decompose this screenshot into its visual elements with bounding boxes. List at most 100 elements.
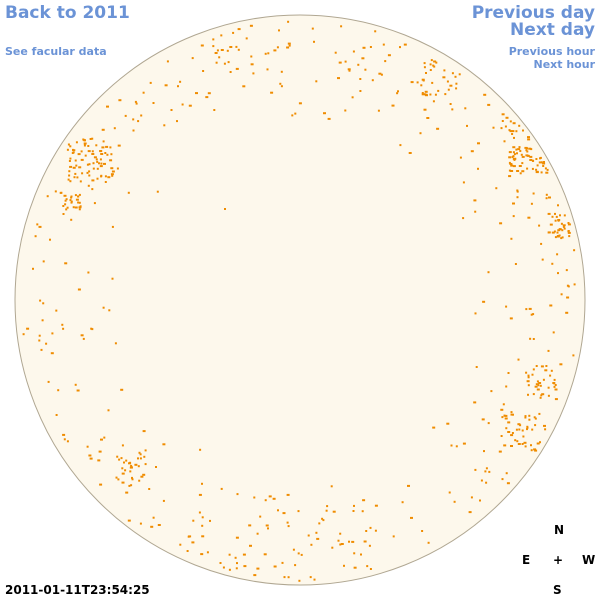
facula-dot [42,260,45,263]
facula-dot [549,304,553,307]
facula-dot [485,481,488,484]
facula-dot [513,153,516,156]
facula-dot [553,385,556,388]
facula-dot [473,199,477,202]
facula-dot [297,552,300,555]
facula-dot [96,160,99,163]
facula-dot [176,120,178,123]
facula-dot [533,448,537,451]
facula-dot [67,143,70,146]
facula-dot [560,222,563,225]
facula-dot [485,467,488,470]
facula-dot [79,180,82,183]
facula-dot [357,63,360,66]
facula-dot [522,129,524,132]
facula-dot [77,153,81,156]
facula-dot [89,138,92,140]
facula-dot [99,150,102,153]
facula-dot [540,365,544,368]
facula-dot [63,194,67,197]
facula-dot [74,172,77,175]
facula-dot [507,372,510,374]
facula-dot [508,129,511,132]
facula-dot [280,85,283,88]
facula-dot [387,54,391,57]
facula-dot [113,127,116,130]
facula-dot [382,43,385,46]
facula-dot [530,444,532,447]
facula-dot [268,495,272,498]
facula-dot [253,574,257,577]
facula-dot [280,70,283,73]
facula-dot [249,544,252,547]
facula-dot [426,117,430,119]
facula-dot [86,163,89,166]
facula-dot [152,516,155,519]
facula-dot [344,60,347,63]
facula-dot [562,224,566,227]
previous-day-link[interactable]: Previous day [471,3,595,23]
facula-dot [91,188,94,191]
facula-dot [26,327,30,330]
facula-dot [534,449,538,452]
facula-dot [516,440,519,443]
facula-dot [542,378,545,381]
facula-dot [455,82,458,85]
facula-dot [490,390,493,393]
facula-dot [554,384,557,386]
facula-dot [462,217,465,220]
facula-dot [518,165,522,167]
facula-dot [369,46,372,48]
facula-dot [65,208,68,211]
facula-dot [95,144,98,147]
next-hour-link[interactable]: Next hour [533,58,596,71]
facula-dot [310,543,313,546]
facula-dot [121,444,124,447]
facula-dot [437,89,440,92]
facula-dot [560,293,563,296]
facula-dot [363,540,367,543]
facula-dot [62,205,65,207]
facula-dot [63,438,66,441]
facula-dot [556,231,559,234]
facula-dot [513,158,516,161]
facula-dot [128,462,131,465]
facula-dot [369,568,372,570]
next-day-link[interactable]: Next day [510,20,595,40]
facula-dot [130,464,133,467]
facula-dot [510,237,513,240]
facula-dot [259,515,262,518]
facula-dot [532,338,535,340]
previous-hour-link[interactable]: Previous hour [508,45,595,58]
facula-dot [337,539,340,542]
facula-dot [45,342,48,345]
see-facular-data-link[interactable]: See facular data [5,45,107,58]
facula-dot [551,262,554,265]
facula-dot [487,103,491,106]
facula-dot [521,429,524,432]
facula-dot [482,300,486,303]
facula-dot [41,319,44,322]
facula-dot [543,424,546,427]
facula-dot [512,202,515,205]
facula-dot [123,461,125,464]
facula-dot [286,493,290,496]
facula-dot [100,438,103,441]
facula-dot [544,428,547,431]
facula-dot [224,208,226,210]
facula-dot [297,510,300,513]
facula-dot [321,517,324,520]
facula-dot [462,181,465,184]
facula-dot [447,88,450,91]
facula-dot [351,540,355,543]
facula-dot [561,236,564,239]
facula-dot [214,52,218,54]
facula-dot [198,511,201,514]
facula-dot [199,448,202,451]
facula-dot [451,72,454,75]
facula-dot [539,157,541,160]
back-to-year-link[interactable]: Back to 2011 [5,3,130,23]
facula-dot [132,118,135,121]
facula-dot [77,288,81,291]
